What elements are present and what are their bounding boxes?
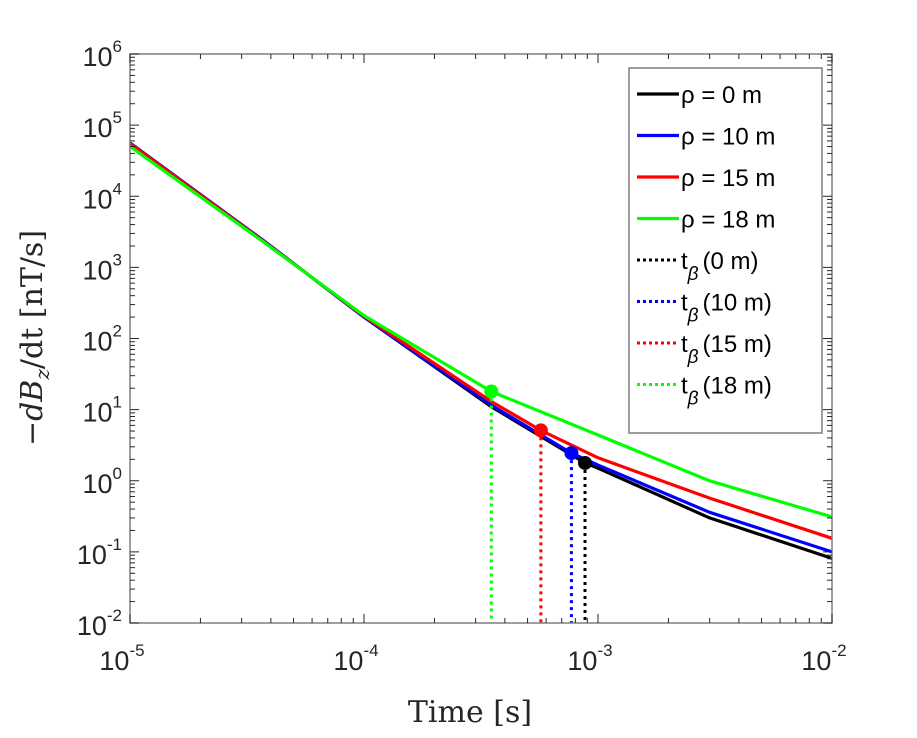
y-tick-exp: 3 [113,250,122,269]
y-tick-exp: 6 [113,37,122,56]
x-tick-exp: -3 [597,641,612,660]
x-tick-exp: -4 [363,641,378,660]
legend-t: t [681,248,688,275]
x-axis-label: Time [s] [408,695,532,730]
y-tick-exp: 2 [113,322,122,341]
t-beta-marker-3 [484,384,499,399]
y-tick-base: 10 [82,469,112,499]
legend-beta-sub: β [687,389,699,410]
legend-t: t [681,373,688,400]
y-tick-base: 10 [77,540,107,570]
legend-label-1: ρ = 10 m [681,124,775,151]
legend-label-3: ρ = 18 m [681,207,775,234]
y-label-suffix: /dt [nT/s] [15,230,50,369]
y-tick-label: 101 [82,393,122,428]
legend: ρ = 0 mρ = 10 mρ = 15 mρ = 18 mtβ (0 m)tβ… [628,67,823,434]
legend-depth: (0 m) [703,248,759,275]
x-tick-base: 10 [99,646,129,676]
legend-box [628,67,823,434]
y-tick-base: 10 [82,184,112,214]
plot-lines [129,141,833,623]
legend-label-t-beta-0: tβ (0 m) [681,248,759,285]
y-label-sub: z [30,369,54,381]
y-tick-exp: -2 [107,606,122,625]
t-beta-marker-1 [564,446,579,461]
y-tick-label: 100 [82,464,122,499]
legend-beta-sub: β [687,306,699,327]
y-label-prefix: −dB [15,380,50,446]
y-tick-base: 10 [82,255,112,285]
legend-beta-sub: β [687,347,699,368]
x-tick-label: 10-5 [99,641,144,676]
x-tick-label: 10-4 [333,641,378,676]
y-tick-label: 104 [82,179,122,214]
y-tick-exp: -1 [107,535,122,554]
legend-beta-sub: β [687,264,699,285]
y-tick-base: 10 [82,398,112,428]
y-tick-base: 10 [82,113,112,143]
x-tick-base: 10 [801,646,831,676]
legend-t: t [681,290,688,317]
legend-label-0: ρ = 0 m [681,82,762,109]
y-tick-exp: 4 [113,179,122,198]
y-tick-base: 10 [82,327,112,357]
legend-depth: (10 m) [703,290,772,317]
legend-label-t-beta-3: tβ (18 m) [681,373,772,410]
y-tick-exp: 1 [113,393,122,412]
t-beta-marker-0 [578,455,593,470]
y-tick-label: 105 [82,108,122,143]
legend-depth: (18 m) [703,373,772,400]
legend-label-2: ρ = 15 m [681,165,775,192]
x-tick-label: 10-3 [567,641,612,676]
y-axis-label: −dBz/dt [nT/s] [15,230,54,446]
y-tick-exp: 5 [113,108,122,127]
legend-label-t-beta-2: tβ (15 m) [681,331,772,368]
x-tick-exp: -2 [831,641,846,660]
legend-depth: (15 m) [703,331,772,358]
y-tick-label: 10-1 [77,535,122,570]
y-tick-label: 106 [82,37,122,72]
x-tick-base: 10 [333,646,363,676]
x-tick-base: 10 [567,646,597,676]
legend-label-t-beta-1: tβ (10 m) [681,290,772,327]
legend-t: t [681,331,688,358]
axes: 10-5 10-4 10-3 10-210-210-11001011021031041… [77,37,847,676]
y-tick-label: 103 [82,250,122,285]
x-tick-label: 10-2 [801,641,846,676]
t-beta-marker-2 [533,423,548,438]
y-tick-label: 102 [82,322,122,357]
y-tick-label: 10-2 [77,606,122,641]
y-tick-base: 10 [77,611,107,641]
y-tick-base: 10 [82,42,112,72]
y-tick-exp: 0 [113,464,122,483]
x-tick-exp: -5 [129,641,144,660]
